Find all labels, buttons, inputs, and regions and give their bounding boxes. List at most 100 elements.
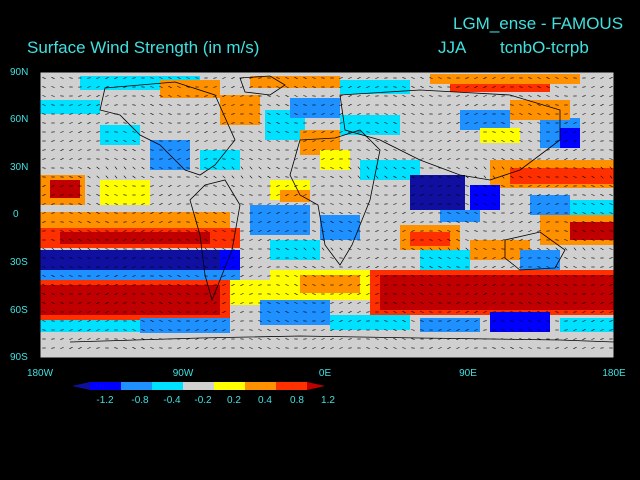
wind-arrow bbox=[123, 275, 127, 277]
wind-arrow bbox=[573, 266, 577, 268]
wind-arrow bbox=[141, 302, 145, 304]
wind-arrow bbox=[456, 131, 460, 133]
wind-arrow bbox=[330, 257, 334, 259]
wind-arrow bbox=[555, 247, 559, 251]
wind-arrow bbox=[546, 212, 550, 214]
wind-arrow bbox=[249, 149, 253, 151]
wind-arrow bbox=[114, 293, 118, 295]
wind-arrow bbox=[249, 347, 253, 349]
wind-arrow bbox=[141, 166, 145, 170]
wind-arrow bbox=[366, 266, 370, 268]
wind-arrow bbox=[474, 275, 478, 277]
wind-arrow bbox=[267, 329, 271, 331]
wind-arrow bbox=[339, 166, 343, 170]
wind-arrow bbox=[429, 284, 433, 286]
wind-arrow bbox=[141, 347, 145, 349]
wind-arrow bbox=[249, 293, 253, 295]
wind-arrow bbox=[402, 86, 406, 88]
wind-arrow bbox=[69, 131, 73, 133]
wind-arrow bbox=[285, 248, 289, 250]
wind-arrow bbox=[564, 284, 568, 286]
wind-arrow bbox=[465, 122, 469, 124]
wind-arrow bbox=[123, 149, 127, 151]
wind-arrow bbox=[438, 239, 442, 241]
wind-arrow bbox=[582, 338, 586, 340]
wind-arrow bbox=[546, 266, 550, 268]
wind-arrow bbox=[87, 185, 91, 187]
wind-arrow bbox=[51, 266, 55, 268]
wind-arrow bbox=[402, 131, 406, 133]
wind-arrow bbox=[159, 86, 163, 88]
wind-arrow bbox=[375, 338, 379, 340]
wind-arrow bbox=[141, 140, 145, 142]
wind-arrow bbox=[537, 284, 541, 286]
wind-arrow bbox=[267, 221, 271, 223]
wind-arrow bbox=[519, 266, 523, 268]
wind-arrow bbox=[393, 203, 397, 205]
wind-arrow bbox=[492, 203, 496, 205]
wind-arrow bbox=[87, 131, 91, 133]
wind-arrow bbox=[114, 257, 118, 259]
wind-arrow bbox=[294, 185, 298, 187]
wind-arrow bbox=[411, 275, 415, 277]
wind-arrow bbox=[609, 248, 613, 250]
wind-arrow bbox=[303, 257, 307, 259]
wind-arrow bbox=[330, 347, 334, 349]
wind-arrow bbox=[294, 203, 298, 205]
wind-arrow bbox=[420, 194, 424, 196]
wind-arrow bbox=[546, 113, 550, 115]
wind-arrow bbox=[465, 284, 469, 286]
wind-arrow bbox=[519, 122, 523, 124]
wind-arrow bbox=[528, 149, 532, 151]
wind-arrow bbox=[177, 86, 181, 88]
wind-arrow bbox=[96, 166, 100, 170]
wind-arrow bbox=[141, 122, 145, 124]
wind-arrow bbox=[168, 149, 172, 151]
wind-arrow bbox=[105, 149, 109, 151]
wind-arrow bbox=[555, 302, 559, 304]
wind-arrow bbox=[483, 194, 487, 196]
wind-arrow bbox=[96, 239, 100, 241]
wind-arrow bbox=[303, 158, 307, 160]
wind-arrow bbox=[573, 347, 577, 349]
wind-arrow bbox=[357, 166, 361, 170]
wind-arrow bbox=[492, 95, 496, 97]
wind-arrow bbox=[582, 230, 586, 232]
wind-arrow bbox=[240, 194, 244, 196]
wind-arrow bbox=[123, 284, 127, 286]
wind-arrow bbox=[339, 230, 343, 232]
wind-arrow bbox=[438, 284, 442, 286]
wind-arrow bbox=[195, 347, 199, 349]
wind-arrow bbox=[150, 104, 154, 106]
wind-arrow bbox=[303, 302, 307, 304]
wind-arrow bbox=[231, 104, 235, 106]
wind-arrow bbox=[438, 194, 442, 196]
wind-arrow bbox=[528, 113, 532, 115]
wind-arrow bbox=[357, 212, 361, 214]
wind-arrow bbox=[591, 95, 595, 97]
wind-arrow bbox=[447, 338, 451, 340]
wind-arrow bbox=[258, 329, 262, 331]
colorbar-swatch bbox=[214, 382, 245, 390]
wind-arrow bbox=[114, 212, 118, 214]
wind-arrow bbox=[384, 212, 388, 214]
lat-label-60s: 60S bbox=[10, 305, 28, 316]
wind-arrow bbox=[312, 221, 316, 223]
wind-arrow bbox=[384, 149, 388, 151]
wind-arrow bbox=[159, 248, 163, 250]
wind-arrow bbox=[177, 212, 181, 214]
wind-arrow bbox=[168, 311, 172, 313]
wind-arrow bbox=[366, 347, 370, 349]
wind-arrow bbox=[114, 275, 118, 277]
wind-arrow bbox=[69, 77, 73, 79]
wind-arrow bbox=[483, 293, 487, 295]
wind-arrow bbox=[537, 212, 541, 214]
wind-arrow bbox=[87, 113, 91, 115]
wind-arrow bbox=[204, 329, 208, 331]
wind-arrow bbox=[384, 166, 388, 170]
wind-arrow bbox=[267, 175, 271, 179]
colorbar-label: 1.2 bbox=[321, 395, 335, 406]
wind-arrow bbox=[222, 104, 226, 106]
wind-arrow bbox=[267, 149, 271, 151]
wind-arrow bbox=[231, 212, 235, 214]
